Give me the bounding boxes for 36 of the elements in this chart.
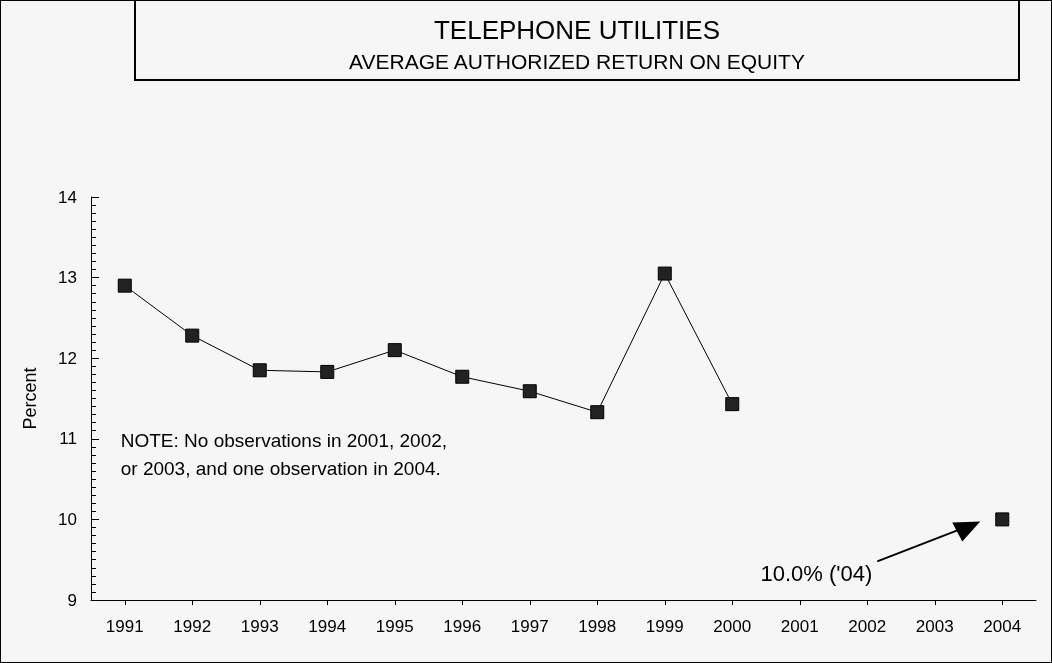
x-tick-label: 1994 [308,617,347,636]
y-tick-label: 9 [67,590,77,610]
y-tick-label: 14 [58,187,77,207]
y-axis-title: Percent [20,367,40,430]
chart-subtitle: AVERAGE AUTHORIZED RETURN ON EQUITY [348,50,806,74]
point [185,328,200,343]
y-tick-label: 12 [58,348,77,368]
point [522,384,537,399]
annotation: 10.0% ('04) [760,561,873,587]
x-tick-label: 1997 [510,617,549,636]
x-tick-label: 2001 [780,617,819,636]
point [252,363,267,378]
point [995,512,1010,527]
y-tick-label: 10 [58,509,77,529]
x-tick-label: 2003 [915,617,954,636]
x-tick-label: 1999 [645,617,684,636]
x-tick-label: 1998 [578,617,617,636]
x-tick-label: 1996 [443,617,482,636]
point [657,266,672,281]
chart-title: TELEPHONE UTILITIES [432,15,722,46]
x-tick-label: 1995 [375,617,414,636]
x-tick-label: 1992 [173,617,212,636]
annotation: NOTE: No observations in 2001, 2002, or 2003, and one observation in 2004. [120,429,448,479]
point [455,369,470,384]
x-tick-label: 2004 [983,617,1022,636]
point [387,343,402,358]
point [725,397,740,412]
y-tick-label: 13 [58,268,77,288]
x-tick-label: 2002 [848,617,887,636]
x-tick-label: 2000 [713,617,752,636]
x-tick-label: 1993 [240,617,279,636]
point [320,364,335,379]
point [590,405,605,420]
x-tick-label: 1991 [105,617,144,636]
point [117,278,132,293]
y-tick-label: 11 [59,429,77,449]
